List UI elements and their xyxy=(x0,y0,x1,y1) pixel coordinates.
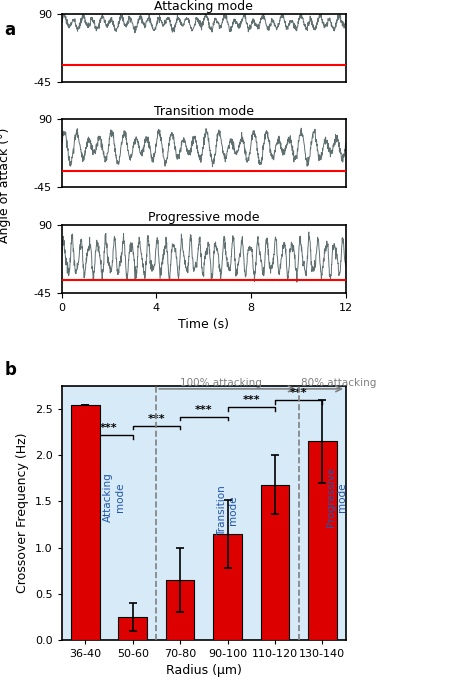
Text: ***: *** xyxy=(242,396,260,405)
Bar xyxy=(166,580,194,640)
Text: a: a xyxy=(5,21,16,39)
Bar xyxy=(213,534,242,640)
Text: ***: *** xyxy=(290,388,308,398)
Text: ***: *** xyxy=(195,405,213,415)
Text: ***: *** xyxy=(100,423,118,433)
Text: Transition
mode: Transition mode xyxy=(217,485,238,536)
Text: Progressive
mode: Progressive mode xyxy=(326,466,347,527)
Bar xyxy=(71,405,100,640)
Title: Progressive mode: Progressive mode xyxy=(148,211,260,224)
Bar xyxy=(308,442,337,640)
Text: Angle of attack (°): Angle of attack (°) xyxy=(0,128,11,244)
Text: Attacking
mode: Attacking mode xyxy=(103,472,125,522)
Text: 100% attacking: 100% attacking xyxy=(180,378,262,388)
Y-axis label: Crossover Frequency (Hz): Crossover Frequency (Hz) xyxy=(16,433,29,593)
Bar xyxy=(118,616,147,640)
Title: Attacking mode: Attacking mode xyxy=(155,0,253,12)
Bar xyxy=(261,485,289,640)
Text: ***: *** xyxy=(147,414,165,424)
Text: 80% attacking: 80% attacking xyxy=(301,378,376,388)
Text: b: b xyxy=(5,361,17,379)
Title: Transition mode: Transition mode xyxy=(154,105,254,118)
X-axis label: Radius (μm): Radius (μm) xyxy=(166,665,242,678)
X-axis label: Time (s): Time (s) xyxy=(178,318,229,331)
